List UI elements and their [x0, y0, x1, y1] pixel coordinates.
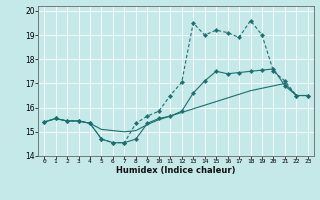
X-axis label: Humidex (Indice chaleur): Humidex (Indice chaleur): [116, 166, 236, 175]
